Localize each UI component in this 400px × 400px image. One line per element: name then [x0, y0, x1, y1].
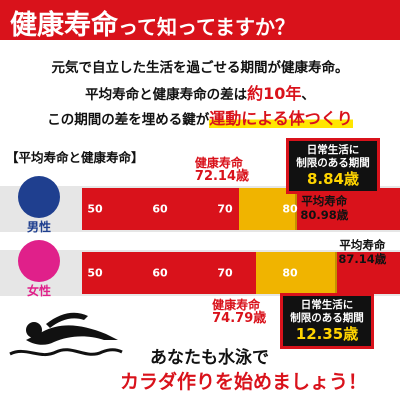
- title-main: 健康寿命: [10, 10, 118, 41]
- series-name: 健康寿命: [194, 156, 243, 170]
- tick-label: 60: [152, 266, 168, 280]
- total-marker: [295, 188, 298, 230]
- category-label: 男性: [26, 220, 51, 234]
- category-label: 女性: [26, 284, 51, 298]
- tick-label: 70: [217, 266, 233, 280]
- tick-label: 80: [282, 266, 298, 280]
- intro-line: この期間の差を埋める鍵が運動による体つくり: [0, 105, 400, 129]
- value-label: 72.14歳: [194, 169, 250, 184]
- swimmer-icon: [9, 312, 123, 357]
- gap-callout: 日常生活に 制限のある期間 8.84歳: [286, 138, 380, 194]
- intro-text: 平均寿命と健康寿命の差は: [85, 87, 248, 103]
- tick-label: 80: [282, 202, 298, 216]
- total-name: 平均寿命: [339, 238, 386, 252]
- bar-segment: [256, 252, 337, 294]
- total-label: 平均寿命 80.98歳: [300, 194, 348, 222]
- title-rest: って知ってますか？: [118, 15, 295, 39]
- avatar: [18, 176, 60, 218]
- tick-label: 60: [152, 202, 168, 216]
- total-value: 87.14歳: [338, 252, 387, 266]
- total-marker: [335, 252, 338, 294]
- total-name: 平均寿命: [301, 194, 348, 208]
- healthy-label: 健康寿命 74.79歳: [212, 298, 266, 326]
- total-value: 80.98歳: [300, 208, 349, 222]
- series-name: 健康寿命: [212, 298, 261, 312]
- value-label: 74.79歳: [212, 311, 267, 326]
- chart-title: 【平均寿命と健康寿命】: [6, 150, 144, 165]
- bar-segment: [238, 188, 297, 230]
- value-label: 8.84歳: [306, 170, 359, 188]
- series-name: 日常生活に 制限のある期間: [290, 299, 364, 324]
- title-band: [0, 0, 400, 40]
- gap-callout: 日常生活に 制限のある期間 12.35歳: [280, 293, 374, 349]
- intro-text: 、: [301, 87, 315, 103]
- value-label: 12.35歳: [295, 325, 359, 343]
- intro-highlight: 運動による体つくり: [209, 109, 353, 128]
- total-label: 平均寿命 87.14歳: [338, 238, 386, 266]
- title: 健康寿命って知ってますか？: [10, 3, 295, 42]
- avatar: [18, 240, 60, 282]
- series-name: 日常生活に 制限のある期間: [296, 144, 370, 169]
- tick-label: 50: [87, 266, 103, 280]
- intro-line: 平均寿命と健康寿命の差は約10年、: [0, 80, 400, 104]
- intro-line: 元気で自立した生活を過ごせる期間が健康寿命。: [51, 60, 349, 76]
- footer-line: あなたも水泳で: [150, 348, 269, 368]
- healthy-label: 健康寿命 72.14歳: [195, 156, 249, 184]
- tick-label: 70: [217, 202, 233, 216]
- bar-segment: [82, 252, 400, 294]
- footer-line: カラダ作りを始めましょう！: [120, 371, 368, 393]
- tick-label: 50: [87, 202, 103, 216]
- intro-text: この期間の差を埋める鍵が: [47, 112, 210, 128]
- intro-emphasis: 約10年: [247, 84, 302, 103]
